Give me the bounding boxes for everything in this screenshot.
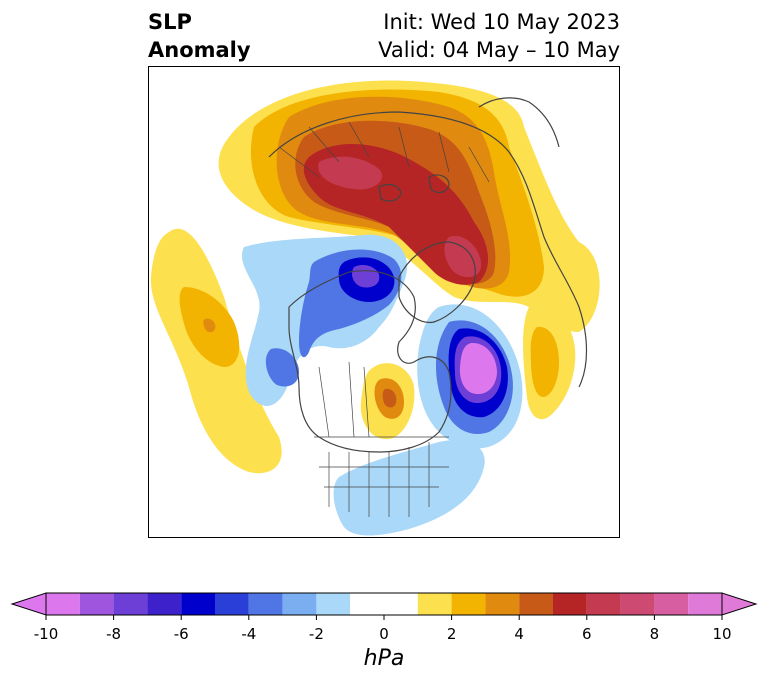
colorbar (0, 585, 768, 685)
colorbar-unit-label: hPa (363, 646, 405, 671)
colorbar-segment (215, 593, 249, 615)
pacific-positive-4 (203, 318, 216, 333)
colorbar-tick-label: -2 (308, 625, 324, 643)
asia-borders (278, 121, 490, 183)
eurasia-coast (268, 111, 588, 388)
colorbar-tick-label: 4 (514, 625, 524, 643)
europe-positive-2 (530, 326, 559, 397)
colorbar-tick-label: 2 (446, 625, 457, 643)
colorbar-extend-max (721, 592, 758, 616)
arctic-islands (378, 174, 450, 202)
init-date: Init: Wed 10 May 2023 (383, 10, 620, 34)
colorbar-segment (620, 593, 655, 615)
colorbar-segment (113, 593, 148, 615)
colorbar-tick-label: -8 (106, 625, 122, 643)
map-title: SLP Anomaly (148, 8, 251, 64)
positive-anomaly-7 (318, 156, 383, 190)
colorbar-segment (586, 593, 621, 615)
colorbar-segment (451, 593, 486, 615)
colorbar-tick-label: 10 (712, 625, 732, 643)
anomaly-map (150, 80, 600, 536)
colorbar-segment (248, 593, 283, 615)
us-borders (314, 436, 449, 517)
colorbar-segment (654, 593, 689, 615)
colorbar-extend-min (10, 592, 47, 616)
colorbar-segment (46, 593, 80, 615)
colorbar-segment (417, 593, 452, 615)
greenland-coast (398, 241, 476, 324)
north-america-coast (288, 270, 452, 453)
colorbar-tick-label: 6 (582, 625, 592, 643)
title-line-1: SLP (148, 10, 192, 34)
colorbar-graphic (10, 592, 758, 620)
colorbar-tick-label: -6 (173, 625, 189, 643)
colorbar-segment (181, 593, 215, 615)
valid-range: Valid: 04 May – 10 May (378, 38, 620, 62)
colorbar-segment (316, 593, 351, 615)
hudson-positive-6 (382, 388, 397, 408)
colorbar-segment (147, 593, 182, 615)
positive-anomaly-7b (444, 236, 482, 278)
colorbar-segment (79, 593, 114, 615)
colorbar-tick-label: -10 (33, 625, 59, 643)
europe-coast (478, 97, 560, 148)
colorbar-tick-label: 8 (649, 625, 660, 643)
map-subtitle: Init: Wed 10 May 2023 Valid: 04 May – 10… (378, 8, 620, 64)
coastline-layer (268, 97, 588, 517)
map-panel (148, 66, 620, 538)
gulf-negative (265, 348, 299, 387)
anomaly-fill-layer (150, 80, 600, 536)
colorbar-segment (350, 593, 418, 615)
colorbar-segment (519, 593, 553, 615)
title-line-2: Anomaly (148, 38, 251, 62)
greenland-negative-10 (459, 342, 497, 395)
canada-borders (318, 361, 370, 438)
colorbar-segment (485, 593, 520, 615)
colorbar-tick-label: -4 (241, 625, 257, 643)
colorbar-segment (282, 593, 317, 615)
colorbar-tick-label: 0 (379, 625, 389, 643)
colorbar-segment (553, 593, 587, 615)
colorbar-segment (688, 593, 722, 615)
